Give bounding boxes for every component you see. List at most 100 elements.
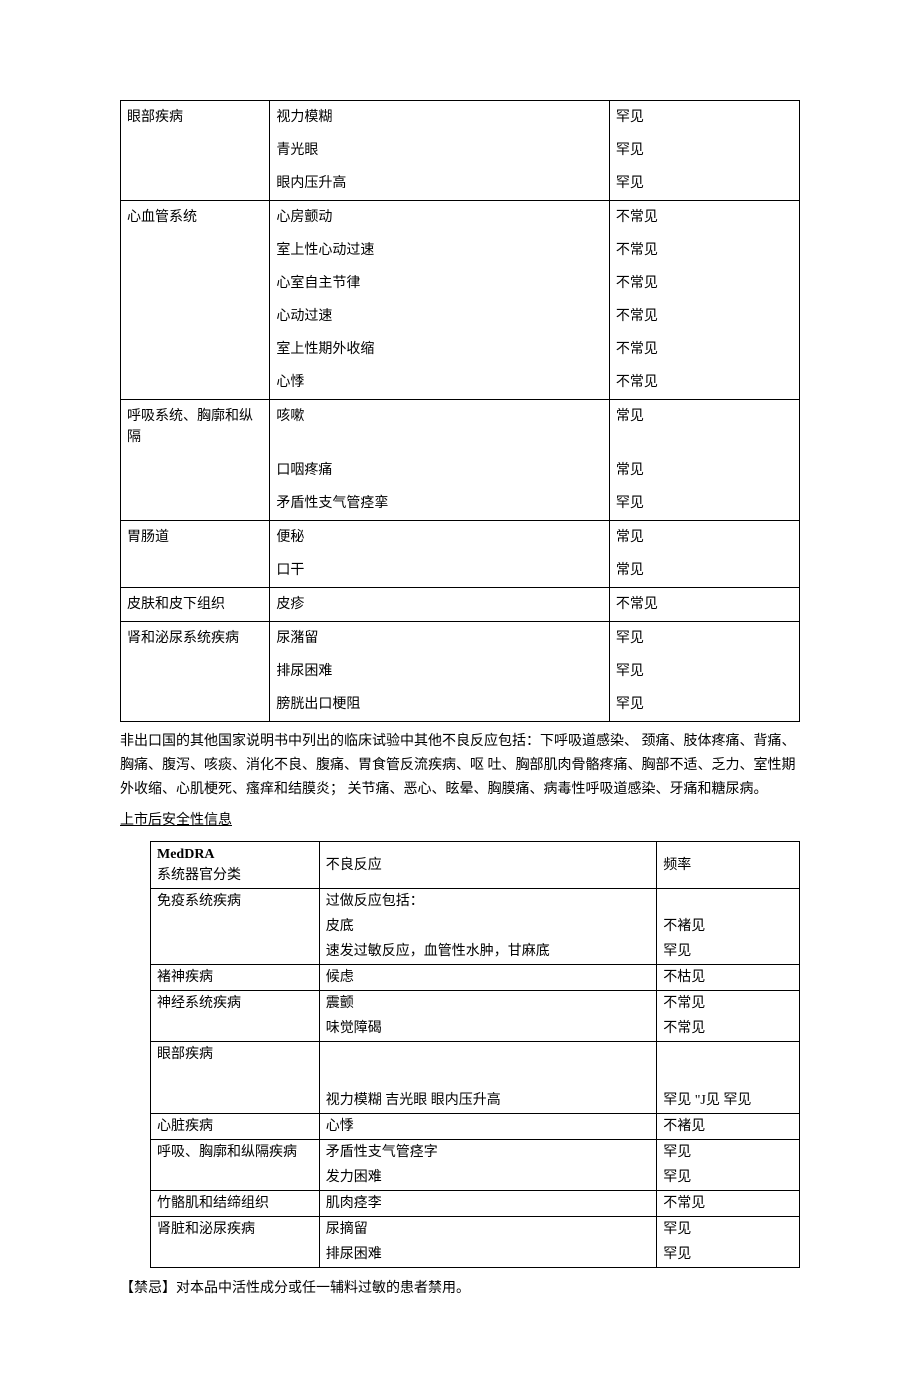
reaction-cell: 心室自主节律 xyxy=(270,267,610,300)
reaction-cell: 尿潴留 xyxy=(270,622,610,656)
frequency-cell: 不常见 xyxy=(657,1191,800,1217)
section-title-postmarket: 上市后安全性信息 xyxy=(120,809,800,833)
category-cell xyxy=(121,366,270,400)
frequency-cell: 常见 xyxy=(609,400,799,455)
category-cell: 褚神疾病 xyxy=(151,965,320,991)
frequency-cell: 罕见 xyxy=(657,1140,800,1166)
reaction-cell: 咳嗽 xyxy=(270,400,610,455)
category-cell xyxy=(151,1165,320,1191)
reaction-cell: 心动过速 xyxy=(270,300,610,333)
header-meddra: MedDRA系统器官分类 xyxy=(151,842,320,889)
category-cell: 竹骼肌和结缔组织 xyxy=(151,1191,320,1217)
frequency-cell: 不常见 xyxy=(609,333,799,366)
reaction-cell: 发力困难 xyxy=(319,1165,656,1191)
category-cell xyxy=(151,1016,320,1042)
category-cell xyxy=(121,655,270,688)
category-cell: 心脏疾病 xyxy=(151,1114,320,1140)
reaction-cell: 青光眼 xyxy=(270,134,610,167)
frequency-cell: 罕见 xyxy=(657,1217,800,1243)
category-cell xyxy=(121,487,270,521)
reaction-cell: 震颤 xyxy=(319,991,656,1017)
frequency-cell: 不褚见 xyxy=(657,914,800,939)
reaction-cell: 皮疹 xyxy=(270,588,610,622)
reaction-cell: 肌肉痉李 xyxy=(319,1191,656,1217)
category-cell xyxy=(121,554,270,588)
category-cell: 心血管系统 xyxy=(121,201,270,235)
frequency-cell: 不常见 xyxy=(609,366,799,400)
frequency-cell: 罕见 xyxy=(609,167,799,201)
category-cell: 眼部疾病 xyxy=(151,1042,320,1089)
category-cell: 皮肤和皮下组织 xyxy=(121,588,270,622)
frequency-cell: 常见 xyxy=(609,454,799,487)
header-frequency: 频率 xyxy=(657,842,800,889)
frequency-cell: 罕见 xyxy=(609,487,799,521)
frequency-cell xyxy=(657,1042,800,1089)
reaction-cell: 尿摘留 xyxy=(319,1217,656,1243)
reaction-cell: 口咽疼痛 xyxy=(270,454,610,487)
category-cell xyxy=(121,167,270,201)
frequency-cell: 罕见 xyxy=(657,1242,800,1268)
reaction-cell: 候虑 xyxy=(319,965,656,991)
reaction-cell: 视力模糊 xyxy=(270,101,610,135)
reaction-cell: 排尿困难 xyxy=(270,655,610,688)
category-cell xyxy=(121,333,270,366)
reaction-cell: 过做反应包括： xyxy=(319,889,656,915)
category-cell: 呼吸、胸廓和纵隔疾病 xyxy=(151,1140,320,1166)
category-cell: 眼部疾病 xyxy=(121,101,270,135)
frequency-cell: 不常见 xyxy=(609,201,799,235)
frequency-cell: 不常见 xyxy=(609,267,799,300)
reaction-cell: 皮底 xyxy=(319,914,656,939)
reaction-cell: 味觉障碣 xyxy=(319,1016,656,1042)
frequency-cell: 不常见 xyxy=(609,588,799,622)
category-cell xyxy=(121,454,270,487)
frequency-cell: 不常见 xyxy=(657,1016,800,1042)
frequency-cell: 常见 xyxy=(609,554,799,588)
reaction-cell: 膀胱出口梗阻 xyxy=(270,688,610,722)
reaction-cell: 室上性心动过速 xyxy=(270,234,610,267)
frequency-cell: 罕见 "J见 罕见 xyxy=(657,1088,800,1114)
reaction-cell: 口干 xyxy=(270,554,610,588)
reaction-cell: 排尿困难 xyxy=(319,1242,656,1268)
category-cell: 胃肠道 xyxy=(121,521,270,555)
adverse-reactions-table-1: 眼部疾病视力模糊罕见青光眼罕见眼内压升高罕见心血管系统心房颤动不常见室上性心动过… xyxy=(120,100,800,722)
frequency-cell: 不枯见 xyxy=(657,965,800,991)
category-cell: 肾和泌尿系统疾病 xyxy=(121,622,270,656)
reaction-cell: 室上性期外收缩 xyxy=(270,333,610,366)
reaction-cell: 眼内压升高 xyxy=(270,167,610,201)
reaction-cell: 速发过敏反应，血管性水肿，甘麻底 xyxy=(319,939,656,965)
reaction-cell: 心悸 xyxy=(270,366,610,400)
contraindications: 【禁忌】对本品中活性成分或任一辅料过敏的患者禁用。 xyxy=(120,1278,800,1299)
category-cell xyxy=(121,300,270,333)
postmarket-safety-table: MedDRA系统器官分类不良反应频率免疫系统疾病过做反应包括：皮底不褚见速发过敏… xyxy=(150,841,800,1268)
category-cell xyxy=(151,1088,320,1114)
category-cell xyxy=(121,234,270,267)
reaction-cell xyxy=(319,1042,656,1089)
frequency-cell: 罕见 xyxy=(657,939,800,965)
category-cell: 呼吸系统、胸廓和纵隔 xyxy=(121,400,270,455)
category-cell: 肾脏和泌尿疾病 xyxy=(151,1217,320,1243)
category-cell: 免疫系统疾病 xyxy=(151,889,320,915)
frequency-cell: 不褚见 xyxy=(657,1114,800,1140)
category-cell xyxy=(121,688,270,722)
paragraph-other-countries: 非出口国的其他国家说明书中列出的临床试验中其他不良反应包括：下呼吸道感染、 颈痛… xyxy=(120,730,800,801)
frequency-cell: 罕见 xyxy=(609,101,799,135)
category-cell xyxy=(151,939,320,965)
reaction-cell: 矛盾性支气管痉字 xyxy=(319,1140,656,1166)
frequency-cell xyxy=(657,889,800,915)
frequency-cell: 不常见 xyxy=(609,300,799,333)
frequency-cell: 罕见 xyxy=(657,1165,800,1191)
reaction-cell: 矛盾性支气管痉挛 xyxy=(270,487,610,521)
reaction-cell: 心悸 xyxy=(319,1114,656,1140)
frequency-cell: 罕见 xyxy=(609,134,799,167)
category-cell xyxy=(121,267,270,300)
frequency-cell: 不常见 xyxy=(657,991,800,1017)
category-cell xyxy=(151,914,320,939)
category-cell xyxy=(121,134,270,167)
frequency-cell: 不常见 xyxy=(609,234,799,267)
category-cell: 神经系统疾病 xyxy=(151,991,320,1017)
frequency-cell: 罕见 xyxy=(609,655,799,688)
frequency-cell: 罕见 xyxy=(609,622,799,656)
reaction-cell: 视力模糊 吉光眼 眼内压升高 xyxy=(319,1088,656,1114)
frequency-cell: 常见 xyxy=(609,521,799,555)
frequency-cell: 罕见 xyxy=(609,688,799,722)
